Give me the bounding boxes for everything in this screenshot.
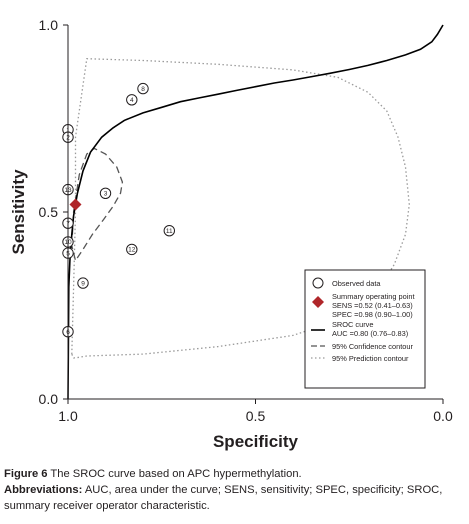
sroc-curve xyxy=(67,24,444,400)
observed-point-label: 12 xyxy=(128,247,136,254)
y-tick-label: 1.0 xyxy=(39,17,59,33)
legend-sroc-title: SROC curve xyxy=(332,320,373,329)
figure-caption: Figure 6 The SROC curve based on APC hyp… xyxy=(4,466,466,515)
legend-summary-sens: SENS =0.52 (0.41–0.63) xyxy=(332,301,413,310)
caption-figure-label: Figure 6 xyxy=(4,468,48,480)
caption-title: Figure 6 The SROC curve based on APC hyp… xyxy=(4,466,466,482)
legend: Observed data Summary operating point SE… xyxy=(304,269,426,389)
sroc-chart: 12133710596481211 1.0 0.5 0.0 0.0 0.5 1.… xyxy=(9,17,453,451)
observed-point-label: 3 xyxy=(104,191,108,198)
observed-point xyxy=(126,243,138,256)
observed-point xyxy=(99,187,112,200)
legend-summary-marker xyxy=(312,296,324,308)
caption-figure-text: The SROC curve based on APC hypermethyla… xyxy=(50,468,302,480)
x-axis-title: Specificity xyxy=(213,432,299,451)
observed-point-label: 11 xyxy=(166,228,173,235)
legend-confidence-label: 95% Confidence contour xyxy=(332,342,413,351)
observed-point xyxy=(126,94,138,106)
legend-observed-marker xyxy=(312,277,324,289)
legend-summary-title: Summary operating point xyxy=(332,292,415,301)
x-tick-label: 1.0 xyxy=(58,408,78,424)
caption-abbrev-text: AUC, area under the curve; SENS, sensiti… xyxy=(4,484,443,513)
y-tick-label: 0.5 xyxy=(39,204,59,220)
legend-summary-spec: SPEC =0.98 (0.90–1.00) xyxy=(332,310,413,319)
axes: 1.0 0.5 0.0 0.0 0.5 1.0 Specificity Sens… xyxy=(9,17,453,451)
legend-prediction-label: 95% Prediction contour xyxy=(332,354,409,363)
summary-operating-point xyxy=(69,198,82,211)
observed-point-label: 9 xyxy=(81,280,85,287)
legend-sroc-auc: AUC =0.80 (0.76–0.83) xyxy=(332,329,408,338)
x-tick-label: 0.0 xyxy=(433,408,453,424)
legend-observed-label: Observed data xyxy=(332,279,381,288)
observed-point-label: 4 xyxy=(130,97,134,104)
y-tick-label: 0.0 xyxy=(39,391,59,407)
legend-box xyxy=(304,269,426,389)
caption-abbreviations: Abbreviations: AUC, area under the curve… xyxy=(4,482,466,514)
observed-point xyxy=(137,82,149,95)
y-axis-title: Sensitivity xyxy=(9,169,28,255)
observed-point xyxy=(163,225,176,237)
confidence-contour xyxy=(71,147,124,263)
x-tick-label: 0.5 xyxy=(246,408,266,424)
observed-point xyxy=(77,277,89,289)
observed-point-label: 8 xyxy=(141,86,145,93)
caption-abbrev-label: Abbreviations: xyxy=(4,484,83,497)
prediction-contour xyxy=(71,58,410,359)
plot-area: 12133710596481211 xyxy=(62,24,444,400)
